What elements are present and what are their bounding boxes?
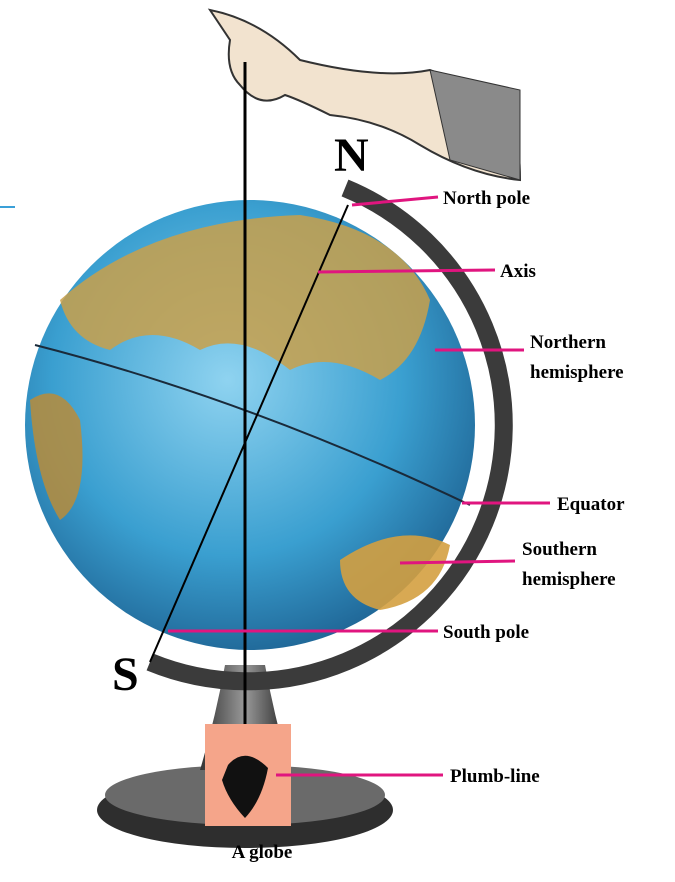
hand: [207, 8, 522, 182]
landmass: [30, 393, 83, 520]
label-line: hemisphere: [530, 362, 624, 383]
label-line: Southern: [522, 539, 597, 560]
label-line: South pole: [443, 622, 529, 643]
label-line: Northern: [530, 332, 606, 353]
north-letter: N: [334, 129, 369, 182]
landmass: [340, 535, 450, 610]
label-line: Axis: [500, 261, 536, 282]
axis-line: [149, 204, 349, 663]
label-line: North pole: [443, 188, 530, 209]
label: Northern hemisphere: [530, 332, 624, 383]
plumb-bob: [222, 755, 268, 818]
south-letter: S: [112, 648, 139, 701]
caption: A globe: [232, 842, 293, 863]
labels: North pole Axis Northern hemisphere Equator S…: [443, 188, 625, 787]
sleeve: [429, 69, 521, 181]
meridian-ring: [146, 179, 513, 691]
label: Axis: [500, 261, 536, 282]
pointer: [399, 559, 516, 565]
label: Plumb-line: [450, 766, 540, 787]
label-line: Plumb-line: [450, 766, 540, 787]
label: Equator: [557, 494, 625, 515]
label-line: Equator: [557, 494, 625, 515]
pointer: [317, 268, 496, 274]
label: Southern hemisphere: [522, 539, 616, 590]
label: North pole: [443, 188, 530, 209]
label: South pole: [443, 622, 529, 643]
pointer: [351, 195, 439, 207]
equator-line: [34, 344, 471, 506]
label-line: hemisphere: [522, 569, 616, 590]
